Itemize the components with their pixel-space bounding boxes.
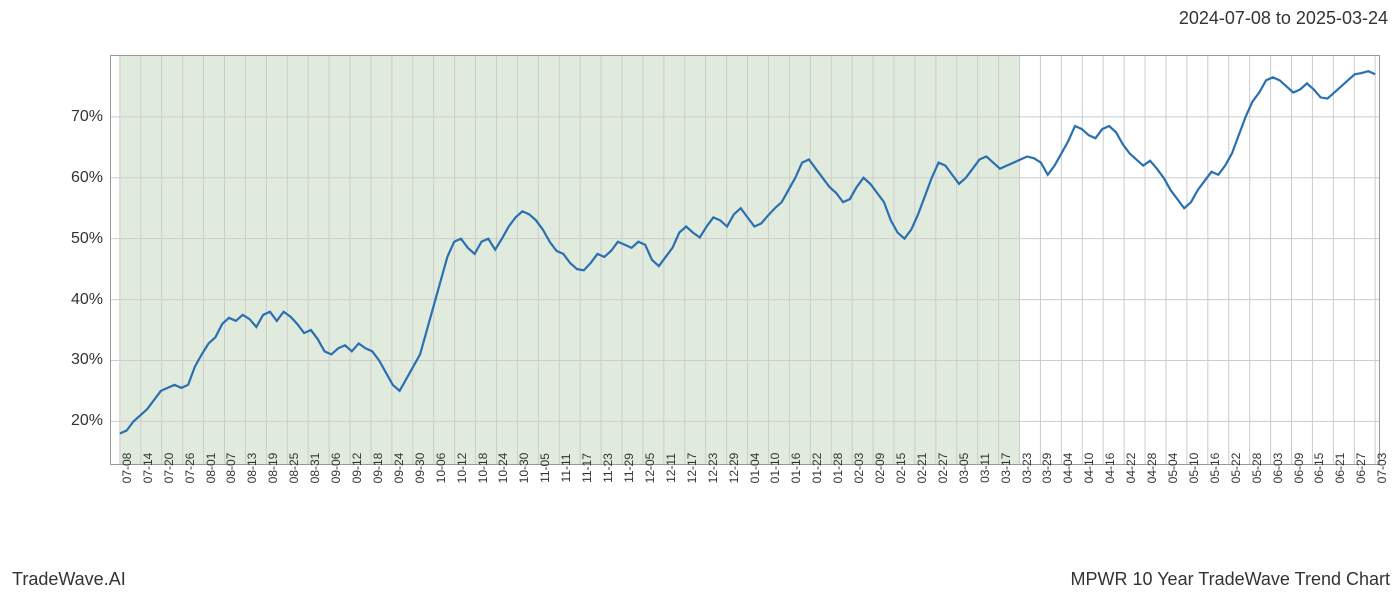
x-tick-label: 08-19 — [266, 453, 280, 484]
x-tick-label: 07-20 — [162, 453, 176, 484]
x-tick-label: 10-06 — [434, 453, 448, 484]
x-tick-label: 03-11 — [978, 453, 992, 483]
trend-line — [120, 71, 1375, 433]
x-tick-label: 03-29 — [1040, 453, 1054, 484]
y-tick-label: 50% — [71, 230, 103, 248]
x-tick-label: 11-17 — [580, 453, 594, 483]
x-tick-label: 04-28 — [1145, 453, 1159, 484]
x-tick-label: 05-28 — [1250, 453, 1264, 484]
x-tick-label: 09-30 — [413, 453, 427, 484]
x-tick-label: 09-24 — [392, 453, 406, 484]
line-svg — [111, 56, 1379, 464]
x-tick-label: 01-04 — [748, 453, 762, 484]
x-tick-label: 05-22 — [1229, 453, 1243, 484]
x-tick-label: 12-23 — [706, 453, 720, 484]
x-tick-label: 08-13 — [245, 453, 259, 484]
x-tick-label: 01-10 — [768, 453, 782, 484]
plot-area: 20%30%40%50%60%70%07-0807-1407-2007-2608… — [110, 55, 1380, 465]
x-tick-label: 11-05 — [538, 453, 552, 483]
x-tick-label: 07-14 — [141, 453, 155, 484]
x-tick-label: 10-18 — [476, 453, 490, 484]
y-tick-label: 20% — [71, 412, 103, 430]
x-tick-label: 12-17 — [685, 453, 699, 484]
brand-label: TradeWave.AI — [12, 569, 126, 590]
x-tick-label: 01-16 — [789, 453, 803, 484]
x-tick-label: 04-22 — [1124, 453, 1138, 484]
x-tick-label: 02-15 — [894, 453, 908, 484]
x-tick-label: 02-21 — [915, 453, 929, 484]
x-tick-label: 05-16 — [1208, 453, 1222, 484]
x-tick-label: 04-04 — [1061, 453, 1075, 484]
x-tick-label: 09-12 — [350, 453, 364, 484]
x-tick-label: 06-09 — [1292, 453, 1306, 484]
x-tick-label: 08-07 — [224, 453, 238, 484]
x-tick-label: 06-03 — [1271, 453, 1285, 484]
x-tick-label: 12-05 — [643, 453, 657, 484]
x-tick-label: 05-10 — [1187, 453, 1201, 484]
chart-container: 20% 30% 40% 50% 60% 70% 07-08 07-14 07-20 07-26 08… — [50, 45, 1390, 520]
y-tick-label: 60% — [71, 169, 103, 187]
x-tick-label: 02-03 — [852, 453, 866, 484]
x-tick-label: 03-17 — [999, 453, 1013, 484]
x-tick-label: 10-24 — [496, 453, 510, 484]
x-tick-label: 02-27 — [936, 453, 950, 484]
x-tick-label: 07-03 — [1375, 453, 1389, 484]
x-tick-label: 08-31 — [308, 453, 322, 484]
x-tick-label: 06-21 — [1333, 453, 1347, 484]
x-tick-label: 04-10 — [1082, 453, 1096, 484]
x-tick-label: 07-26 — [183, 453, 197, 484]
x-tick-label: 04-16 — [1103, 453, 1117, 484]
y-tick-label: 30% — [71, 351, 103, 369]
x-tick-label: 01-22 — [810, 453, 824, 484]
x-tick-label: 10-30 — [517, 453, 531, 484]
x-tick-label: 09-18 — [371, 453, 385, 484]
x-tick-label: 03-23 — [1020, 453, 1034, 484]
x-tick-label: 09-06 — [329, 453, 343, 484]
x-tick-label: 08-01 — [204, 453, 218, 484]
x-tick-label: 05-04 — [1166, 453, 1180, 484]
x-tick-label: 10-12 — [455, 453, 469, 484]
x-tick-label: 02-09 — [873, 453, 887, 484]
y-tick-label: 70% — [71, 108, 103, 126]
date-range-label: 2024-07-08 to 2025-03-24 — [1179, 8, 1388, 29]
x-tick-label: 11-23 — [601, 453, 615, 483]
y-tick-label: 40% — [71, 291, 103, 309]
x-tick-label: 11-29 — [622, 453, 636, 483]
x-tick-label: 07-08 — [120, 453, 134, 484]
x-tick-label: 12-29 — [727, 453, 741, 484]
x-tick-label: 06-27 — [1354, 453, 1368, 484]
chart-title: MPWR 10 Year TradeWave Trend Chart — [1071, 569, 1390, 590]
x-tick-label: 06-15 — [1312, 453, 1326, 484]
x-tick-label: 08-25 — [287, 453, 301, 484]
x-tick-label: 12-11 — [664, 453, 678, 483]
x-tick-label: 01-28 — [831, 453, 845, 484]
x-tick-label: 11-11 — [559, 454, 573, 483]
x-tick-label: 03-05 — [957, 453, 971, 484]
